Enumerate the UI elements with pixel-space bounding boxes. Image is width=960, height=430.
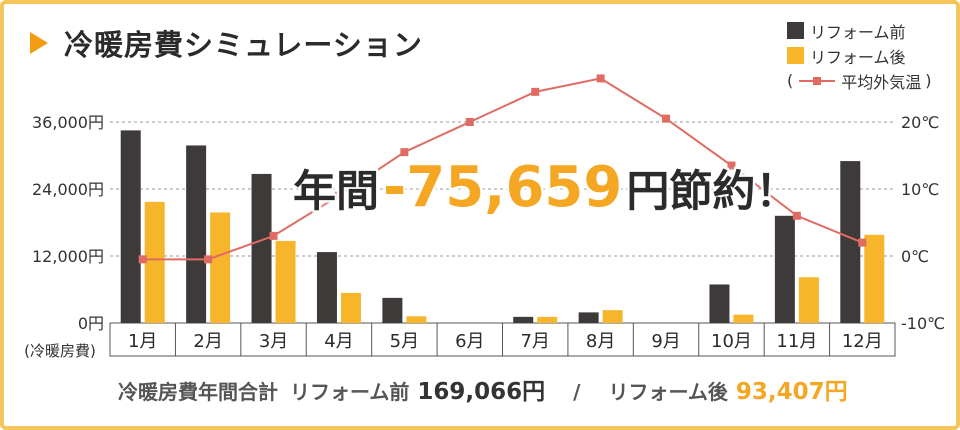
y-tick-label: 12,000円 [32, 247, 104, 266]
y2-tick-label: 0℃ [901, 247, 929, 266]
bar-before [709, 284, 729, 323]
bar-after [210, 212, 230, 323]
x-tick-label: 3月 [259, 331, 288, 352]
bar-after [799, 277, 819, 323]
x-tick-label: 11月 [776, 331, 817, 352]
y-tick-label: 24,000円 [32, 180, 104, 199]
x-tick-label: 5月 [390, 331, 419, 352]
y-axis-label: (冷暖房費) [24, 342, 96, 360]
temperature-point [139, 255, 147, 263]
bar-before [186, 145, 206, 323]
temperature-point [858, 239, 866, 247]
bar-after [341, 293, 361, 323]
headline-prefix: 年間 [293, 167, 379, 217]
summary-after-label: リフォーム後 [608, 376, 727, 405]
y2-tick-label: -10℃ [901, 314, 945, 333]
summary-before-label: リフォーム前 [290, 376, 409, 405]
annual-summary: 冷暖房費年間合計 リフォーム前 169,066円 / リフォーム後 93,407… [118, 372, 848, 406]
x-tick-label: 2月 [193, 331, 222, 352]
temperature-point [466, 118, 474, 126]
bar-after [145, 202, 165, 323]
bar-after [537, 317, 557, 323]
x-tick-label: 4月 [324, 331, 353, 352]
temperature-point [204, 255, 212, 263]
bar-after [603, 310, 623, 323]
bar-before [121, 130, 141, 323]
x-tick-label: 1月 [128, 331, 157, 352]
x-tick-label: 12月 [842, 331, 883, 352]
temperature-point [531, 88, 539, 96]
x-tick-label: 10月 [711, 331, 752, 352]
headline-suffix: 円節約！ [626, 167, 798, 217]
headline-amount: -75,659 [383, 155, 622, 220]
summary-label: 冷暖房費年間合計 [118, 376, 278, 405]
bar-before [579, 312, 599, 323]
bar-after [276, 241, 296, 323]
temperature-point [270, 232, 278, 240]
temperature-point [597, 74, 605, 82]
summary-before-value: 169,066円 [417, 372, 545, 406]
y2-tick-label: 10℃ [901, 180, 939, 199]
bar-before [840, 161, 860, 323]
bar-after [733, 315, 753, 323]
bar-before [513, 317, 533, 323]
bar-before [382, 298, 402, 323]
y2-tick-label: 20℃ [901, 113, 939, 132]
x-tick-label: 6月 [455, 331, 484, 352]
headline: 年間-75,659円節約！ [293, 148, 798, 232]
summary-separator: / [573, 380, 580, 404]
y-tick-label: 36,000円 [32, 113, 104, 132]
x-tick-label: 8月 [586, 331, 615, 352]
x-tick-label: 7月 [520, 331, 549, 352]
summary-after-value: 93,407円 [736, 372, 848, 406]
bar-before [252, 174, 272, 323]
bar-after [406, 316, 426, 323]
bar-before [317, 252, 337, 323]
bar-after [864, 235, 884, 323]
x-tick-label: 9月 [651, 331, 680, 352]
y-tick-label: 0円 [78, 314, 104, 333]
temperature-point [662, 115, 670, 123]
